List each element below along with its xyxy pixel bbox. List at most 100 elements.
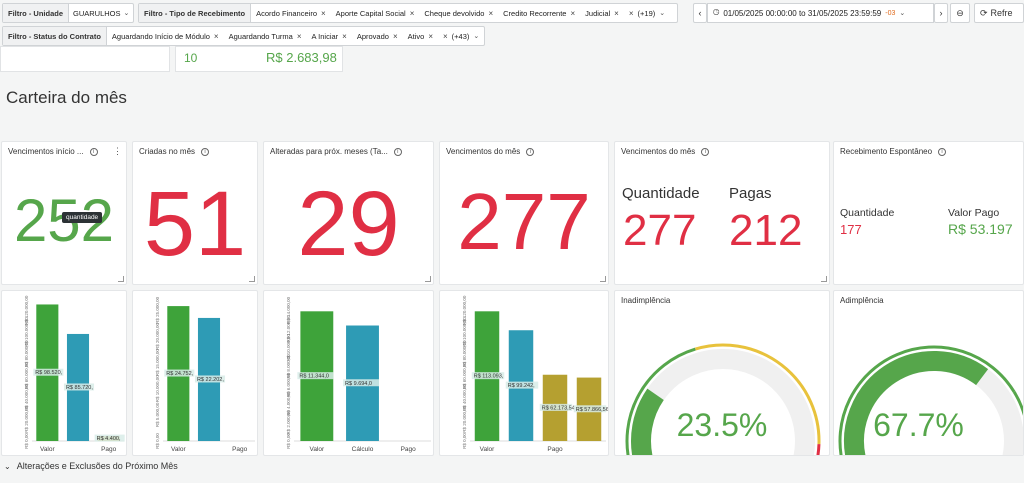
remove-chip-icon[interactable]: ×: [342, 31, 347, 41]
remove-chip-icon[interactable]: ×: [213, 31, 219, 41]
stat-value-quantidade: 177: [840, 222, 862, 237]
filter-tipo-chip[interactable]: Cheque devolvido ×: [419, 9, 498, 18]
filter-status-chip[interactable]: Ativo ×: [403, 32, 438, 41]
y-tick-label: R$ 120.000,00: [462, 295, 467, 325]
filter-unidade-value: GUARULHOS: [73, 8, 121, 18]
stat-label-pagas: Pagas: [729, 185, 772, 202]
stat-panel-espontaneo: Recebimento Espontâneo i Quantidade Valor…: [833, 141, 1024, 285]
refresh-button[interactable]: ⟳ Refre: [974, 3, 1024, 23]
y-tick-label: R$ 40.000,00: [462, 383, 467, 411]
time-range: 01/05/2025 00:00:00 to 31/05/2025 23:59:…: [723, 8, 882, 18]
gauge-threshold-arc: [625, 347, 696, 455]
clock-icon: 🕓︎: [713, 8, 720, 17]
clear-icon[interactable]: ×: [628, 8, 634, 18]
y-tick-label: R$ 80.000,00: [24, 340, 29, 368]
resize-handle[interactable]: [118, 276, 124, 282]
filter-status-chip[interactable]: Aguardando Turma ×: [224, 32, 307, 41]
row-title: Alterações e Exclusões do Próximo Mês: [16, 461, 178, 471]
panel-title: Alteradas para próx. meses (Ta...: [270, 147, 388, 156]
remove-chip-icon[interactable]: ×: [321, 8, 326, 18]
filter-tipo-chip-label: Credito Recorrente: [503, 8, 567, 18]
time-picker[interactable]: 🕓︎ 01/05/2025 00:00:00 to 31/05/2025 23:…: [707, 3, 934, 23]
filter-tipo-chip[interactable]: Credito Recorrente ×: [498, 9, 580, 18]
data-label: R$ 57.866,56: [576, 407, 609, 413]
filter-status[interactable]: Filtro - Status do Contrato Aguardando I…: [2, 26, 486, 46]
data-label: R$ 62.173,54: [542, 405, 575, 411]
filter-tipo-more[interactable]: × (+19) ⌄: [624, 9, 670, 18]
resize-handle[interactable]: [600, 276, 606, 282]
data-label: R$ 11.344,0: [299, 374, 329, 380]
filter-status-chip[interactable]: Aguardando Início de Módulo ×: [107, 32, 224, 41]
panel-title: Adimplência: [840, 296, 884, 305]
remove-chip-icon[interactable]: ×: [428, 31, 433, 41]
clear-icon[interactable]: ×: [442, 31, 448, 41]
info-icon[interactable]: i: [526, 147, 535, 156]
info-icon[interactable]: i: [201, 147, 210, 156]
stat-label-quantidade: Quantidade: [622, 185, 700, 202]
y-tick-label: R$ 10.000,00: [286, 334, 291, 362]
bar-chart-panel-4: R$ 0,00 R$ 20.000,00 R$ 40.000,00 R$ 60.000…: [439, 290, 609, 456]
resize-handle[interactable]: [425, 276, 431, 282]
info-icon[interactable]: i: [938, 147, 947, 156]
timezone-badge: -03: [885, 9, 896, 17]
resize-handle[interactable]: [249, 276, 255, 282]
x-tick-label: Valor: [40, 446, 56, 453]
panel-title: Inadimplência: [621, 296, 671, 305]
stat-value: 277: [457, 177, 591, 266]
filter-tipo-chip[interactable]: Acordo Financeiro ×: [251, 9, 331, 18]
stat-value-pagas: 212: [729, 206, 803, 255]
gauge-threshold-arc: [1012, 391, 1023, 417]
kebab-menu-icon[interactable]: ⋮: [113, 146, 122, 156]
filter-status-more[interactable]: × (+43) ⌄: [438, 32, 484, 41]
filter-tipo-chip-label: Judicial: [585, 8, 611, 18]
data-label: R$ 99.242,: [508, 383, 535, 389]
zoom-out-button[interactable]: ⊖: [950, 3, 970, 23]
data-label-bg: [343, 379, 380, 387]
y-tick-label: R$ 15.000,00: [155, 349, 160, 377]
filter-status-chip[interactable]: A Iniciar ×: [306, 32, 351, 41]
y-tick-label: R$ 12.000,00: [286, 315, 291, 343]
y-tick-label: R$ 0,00: [155, 433, 160, 449]
info-icon[interactable]: i: [701, 147, 710, 156]
y-tick-label: R$ 60.000,00: [462, 362, 467, 390]
time-forward-button[interactable]: ›: [934, 3, 948, 23]
time-back-button[interactable]: ‹: [693, 3, 707, 23]
x-tick-label: Pago: [547, 446, 563, 453]
data-label: R$ 98.520,: [35, 370, 62, 376]
filter-status-chip-label: Aguardando Turma: [228, 31, 293, 41]
gauge-inadimplencia: [625, 343, 821, 455]
stat-panel-vencimentos-inicio: Vencimentos início ...i ⋮ 252 quantidade: [1, 141, 127, 285]
chevron-left-icon: ‹: [698, 8, 702, 18]
x-tick-label: Valor: [309, 446, 325, 453]
remnant-left-text: 10: [184, 51, 198, 65]
filter-unidade-select[interactable]: GUARULHOS ⌄: [69, 9, 133, 18]
remove-chip-icon[interactable]: ×: [296, 31, 302, 41]
y-tick-label: R$ 4.000,00: [286, 391, 291, 416]
y-tick-label: R$ 20.000,00: [24, 405, 29, 433]
remove-chip-icon[interactable]: ×: [392, 31, 398, 41]
panel-remnant-value: 10 R$ 2.683,98: [175, 46, 343, 72]
remove-chip-icon[interactable]: ×: [570, 8, 576, 18]
refresh-icon: ⟳: [980, 7, 988, 18]
resize-handle[interactable]: [821, 276, 827, 282]
gauge-panel-adimplencia: Adimplência 67.7%: [833, 290, 1024, 456]
filter-tipo-chip[interactable]: Judicial ×: [580, 9, 624, 18]
filter-tipo-chip[interactable]: Aporte Capital Social ×: [331, 9, 420, 18]
chevron-down-icon: ⌄: [123, 10, 130, 17]
x-tick-label: Pago: [401, 446, 417, 453]
section-title: Carteira do mês: [6, 88, 127, 107]
data-label-bg: [33, 368, 64, 376]
info-icon[interactable]: i: [89, 147, 98, 156]
collapsed-row-alteracoes[interactable]: ⌄ Alterações e Exclusões do Próximo Mês: [4, 461, 178, 471]
filter-status-chip[interactable]: Aprovado ×: [352, 32, 403, 41]
zoom-out-icon: ⊖: [956, 7, 964, 18]
stat-value-valor-pago: R$ 53.197: [948, 221, 1013, 237]
remove-chip-icon[interactable]: ×: [488, 8, 494, 18]
info-icon[interactable]: i: [393, 147, 402, 156]
gauge-threshold-arc: [694, 343, 821, 445]
y-tick-label: R$ 5.000,00: [155, 402, 160, 427]
remove-chip-icon[interactable]: ×: [614, 8, 619, 18]
filter-unidade[interactable]: Filtro - Unidade GUARULHOS ⌄: [2, 3, 135, 23]
filter-tipo[interactable]: Filtro - Tipo de Recebimento Acordo Fina…: [138, 3, 678, 23]
remove-chip-icon[interactable]: ×: [409, 8, 415, 18]
